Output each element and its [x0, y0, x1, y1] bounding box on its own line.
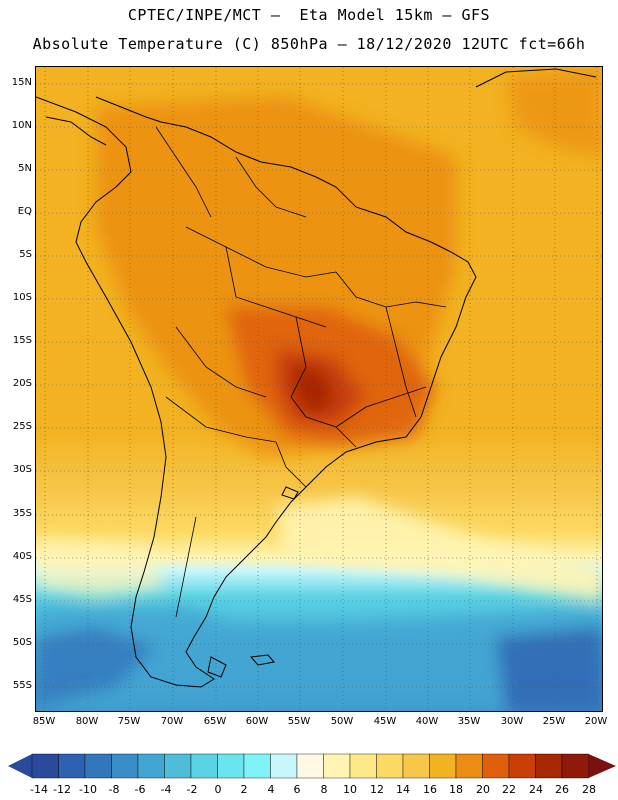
colorbar-high-arrow	[588, 754, 616, 778]
colorbar-swatch	[455, 753, 483, 779]
lat-tick-label: 45S	[12, 594, 32, 605]
colorbar-label: -14	[30, 783, 48, 796]
lat-tick-label: 10N	[11, 120, 32, 131]
colorbar-swatch	[323, 753, 351, 779]
lon-tick-label: 35W	[457, 716, 481, 727]
lat-tick-label: 5S	[19, 249, 32, 260]
map-subtitle: Absolute Temperature (C) 850hPa – 18/12/…	[32, 35, 586, 53]
colorbar-swatch	[535, 753, 563, 779]
lat-tick-label: 5N	[18, 163, 32, 174]
colorbar-swatch	[217, 753, 245, 779]
colorbar-swatch	[137, 753, 165, 779]
temperature-colorbar	[8, 753, 616, 779]
lon-tick-label: 85W	[32, 716, 56, 727]
lon-tick-label: 70W	[160, 716, 184, 727]
colorbar-label: 2	[240, 783, 248, 796]
lon-tick-label: 25W	[542, 716, 566, 727]
colorbar-label: -10	[79, 783, 97, 796]
colorbar-label: 6	[293, 783, 301, 796]
colorbar-label: -6	[134, 783, 146, 796]
colorbar-label: 26	[555, 783, 569, 796]
colorbar-swatch	[429, 753, 457, 779]
colorbar-swatch	[270, 753, 298, 779]
lon-tick-label: 80W	[75, 716, 99, 727]
temperature-map	[35, 66, 603, 712]
map-title: CPTEC/INPE/MCT – Eta Model 15km – GFS	[127, 6, 491, 24]
colorbar-swatches	[31, 753, 589, 779]
colorbar-label: 22	[502, 783, 516, 796]
graticule	[36, 67, 602, 711]
colorbar-label: 18	[449, 783, 463, 796]
lat-tick-label: 55S	[12, 680, 32, 691]
colorbar-label: 20	[476, 783, 490, 796]
temperature-shading	[36, 67, 602, 711]
lat-tick-label: 30S	[12, 464, 32, 475]
colorbar-swatch	[243, 753, 271, 779]
lon-tick-label: 45W	[373, 716, 397, 727]
lat-tick-label: 20S	[12, 378, 32, 389]
colorbar-swatch	[376, 753, 404, 779]
colorbar-label: 12	[370, 783, 384, 796]
lat-tick-label: 15N	[11, 77, 32, 88]
lon-tick-label: 55W	[287, 716, 311, 727]
lat-tick-label: 50S	[12, 637, 32, 648]
colorbar-low-arrow	[8, 754, 32, 778]
lon-tick-label: 75W	[117, 716, 141, 727]
colorbar-label: 24	[529, 783, 543, 796]
colorbar-label: 4	[267, 783, 275, 796]
colorbar-swatch	[508, 753, 536, 779]
colorbar-swatch	[164, 753, 192, 779]
colorbar-label: 16	[423, 783, 437, 796]
lat-tick-label: 35S	[12, 508, 32, 519]
lat-tick-label: 15S	[12, 335, 32, 346]
lon-tick-label: 65W	[203, 716, 227, 727]
lon-tick-label: 40W	[415, 716, 439, 727]
colorbar-swatch	[349, 753, 377, 779]
colorbar-label: -8	[108, 783, 120, 796]
colorbar-label: 28	[582, 783, 596, 796]
colorbar-label: -12	[53, 783, 71, 796]
colorbar-label: 14	[396, 783, 410, 796]
colorbar-swatch	[296, 753, 324, 779]
lon-tick-label: 60W	[245, 716, 269, 727]
country-borders	[155, 126, 447, 618]
colorbar-swatch	[482, 753, 510, 779]
colorbar-label: 10	[343, 783, 357, 796]
colorbar-swatch	[31, 753, 59, 779]
lat-tick-label: 10S	[12, 292, 32, 303]
coastlines	[36, 68, 597, 688]
colorbar-label: 0	[214, 783, 222, 796]
colorbar-swatch	[84, 753, 112, 779]
colorbar-swatch	[58, 753, 86, 779]
colorbar-swatch	[190, 753, 218, 779]
colorbar-swatch	[402, 753, 430, 779]
lon-tick-label: 20W	[584, 716, 608, 727]
lon-tick-label: 50W	[330, 716, 354, 727]
colorbar-label: -2	[186, 783, 198, 796]
colorbar-swatch	[111, 753, 139, 779]
colorbar-label: 8	[320, 783, 328, 796]
lat-tick-label: EQ	[17, 206, 32, 217]
colorbar-label: -4	[160, 783, 172, 796]
lat-tick-label: 40S	[12, 551, 32, 562]
lon-tick-label: 30W	[500, 716, 524, 727]
lat-tick-label: 25S	[12, 421, 32, 432]
colorbar-swatch	[561, 753, 589, 779]
